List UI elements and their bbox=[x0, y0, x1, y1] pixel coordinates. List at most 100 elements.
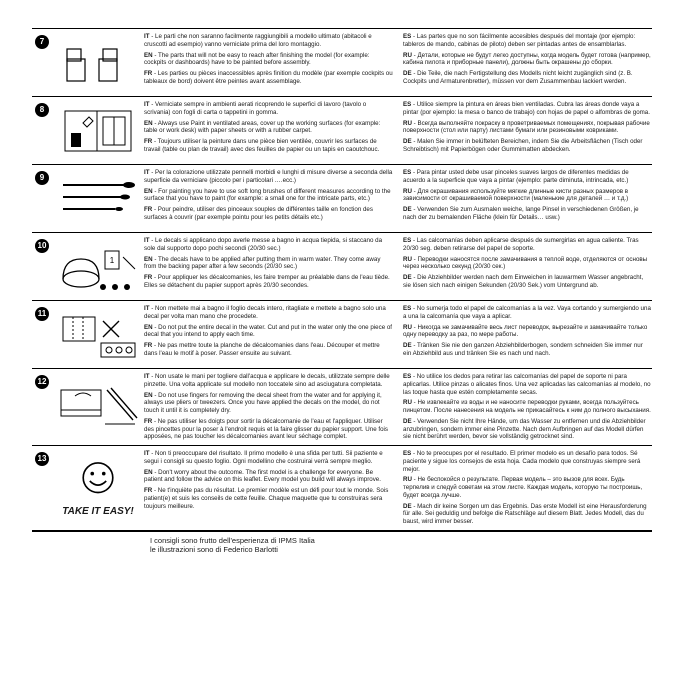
step-number: 7 bbox=[35, 35, 49, 49]
lang-block: EN - The decals have to be applied after… bbox=[144, 256, 393, 272]
text-columns: IT - Non usate le mani per togliere dall… bbox=[144, 373, 652, 442]
lang-label: ES bbox=[403, 33, 411, 40]
lang-block: DE - Verwenden Sie zum Ausmalen weiche, … bbox=[403, 206, 652, 222]
lang-label: EN bbox=[144, 324, 153, 331]
lang-block: IT - Non ti preoccupare del risultato. I… bbox=[144, 450, 393, 466]
lang-block: IT - Le decals si applicano dopo averle … bbox=[144, 237, 393, 253]
left-column: IT - Non mettete mai a bagno il foglio d… bbox=[144, 305, 393, 365]
lang-block: EN - The parts that will not be easy to … bbox=[144, 52, 393, 68]
lang-block: FR - Pour appliquer les décalcomanies, l… bbox=[144, 274, 393, 290]
lang-label: FR bbox=[144, 138, 152, 145]
lang-block: ES - No utilice los dedos para retirar l… bbox=[403, 373, 652, 396]
lang-text: Las calcomanías deben aplicarse después … bbox=[403, 237, 639, 252]
lang-label: ES bbox=[403, 169, 411, 176]
take-it-easy-tagline: TAKE IT EASY! bbox=[62, 506, 133, 519]
left-column: IT - Le parti che non saranno facilmente… bbox=[144, 33, 393, 93]
lang-text: Non mettete mai a bagno il foglio decals… bbox=[144, 305, 386, 320]
text-columns: IT - Le decals si applicano dopo averle … bbox=[144, 237, 652, 297]
lang-label: ES bbox=[403, 101, 411, 108]
lang-text: No utilice los dedos para retirar las ca… bbox=[403, 373, 651, 396]
lang-label: FR bbox=[144, 274, 152, 281]
instruction-section: 7 IT - Le parti che non saranno facilment… bbox=[32, 28, 652, 96]
lang-label: DE bbox=[403, 342, 412, 349]
lang-text: Ne t'inquiète pas du résultat. Le premie… bbox=[144, 487, 388, 510]
illustration-col bbox=[52, 305, 144, 365]
lang-text: Para pintar usted debe usar pinceles sua… bbox=[403, 169, 629, 184]
lang-block: ES - No sumerja todo el papel de calcoma… bbox=[403, 305, 652, 321]
lang-label: IT bbox=[144, 305, 150, 312]
lang-label: RU bbox=[403, 52, 412, 59]
lang-block: RU - Детали, которые не будут легко дост… bbox=[403, 52, 652, 68]
lang-block: IT - Le parti che non saranno facilmente… bbox=[144, 33, 393, 49]
lang-block: ES - No te preocupes por el resultado. E… bbox=[403, 450, 652, 473]
lang-text: Die Abziehbilder werden nach dem Einweic… bbox=[403, 274, 643, 289]
lang-block: DE - Malen Sie immer in belüfteten Berei… bbox=[403, 138, 652, 154]
lang-label: RU bbox=[403, 476, 412, 483]
lang-text: Не беспокойся о результате. Первая модел… bbox=[403, 476, 642, 499]
step-number: 8 bbox=[35, 103, 49, 117]
lang-label: IT bbox=[144, 33, 150, 40]
lang-text: Always use Paint in ventilated areas, co… bbox=[144, 120, 380, 135]
lang-block: DE - Mach dir keine Sorgen um das Ergebn… bbox=[403, 503, 652, 526]
lang-label: EN bbox=[144, 469, 153, 476]
lang-label: DE bbox=[403, 138, 412, 145]
lang-text: No sumerja todo el papel de calcomanías … bbox=[403, 305, 651, 320]
lang-label: ES bbox=[403, 237, 411, 244]
illustration-col: 1 bbox=[52, 237, 144, 297]
footer-credits: I consigli sono frutto dell'esperienza d… bbox=[32, 531, 652, 555]
lang-label: EN bbox=[144, 120, 153, 127]
lang-label: DE bbox=[403, 503, 412, 510]
lang-block: IT - Non usate le mani per togliere dall… bbox=[144, 373, 393, 389]
lang-text: No te preocupes por el resultado. El pri… bbox=[403, 450, 640, 473]
lang-block: DE - Die Abziehbilder werden nach dem Ei… bbox=[403, 274, 652, 290]
lang-text: Don't worry about the outcome. The first… bbox=[144, 469, 381, 484]
lang-label: ES bbox=[403, 450, 411, 457]
lang-text: Переводки наносятся после замачивания в … bbox=[403, 256, 647, 271]
step-number-col: 10 bbox=[32, 237, 52, 297]
lang-block: RU - Не беспокойся о результате. Первая … bbox=[403, 476, 652, 499]
lang-label: DE bbox=[403, 206, 412, 213]
lang-block: ES - Utilice siempre la pintura en áreas… bbox=[403, 101, 652, 117]
lang-label: EN bbox=[144, 188, 153, 195]
lang-text: Tränken Sie nie den ganzen Abziehbilderb… bbox=[403, 342, 643, 357]
lang-label: FR bbox=[144, 206, 152, 213]
text-columns: IT - Non mettete mai a bagno il foglio d… bbox=[144, 305, 652, 365]
lang-block: ES - Las partes que no son fácilmente ac… bbox=[403, 33, 652, 49]
lang-text: Verwenden Sie nicht Ihre Hände, um das W… bbox=[403, 418, 646, 441]
lang-text: Do not put the entire decal in the water… bbox=[144, 324, 392, 339]
lang-label: ES bbox=[403, 373, 411, 380]
lang-label: IT bbox=[144, 101, 150, 108]
lang-text: The decals have to be applied after putt… bbox=[144, 256, 380, 271]
lang-block: IT - Non mettete mai a bagno il foglio d… bbox=[144, 305, 393, 321]
lang-block: RU - Для окрашивания используйте мягкие … bbox=[403, 188, 652, 204]
right-column: ES - No te preocupes por el resultado. E… bbox=[403, 450, 652, 527]
lang-text: For painting you have to use soft long b… bbox=[144, 188, 391, 203]
lang-text: Verwenden Sie zum Ausmalen weiche, lange… bbox=[403, 206, 639, 221]
lang-block: RU - Переводки наносятся после замачиван… bbox=[403, 256, 652, 272]
lang-text: Non ti preoccupare del risultato. Il pri… bbox=[144, 450, 383, 465]
lang-label: IT bbox=[144, 450, 150, 457]
lang-block: FR - Toujours utiliser la peinture dans … bbox=[144, 138, 393, 154]
left-column: IT - Non usate le mani per togliere dall… bbox=[144, 373, 393, 442]
step-number-col: 12 bbox=[32, 373, 52, 442]
lang-text: Toujours utiliser la peinture dans une p… bbox=[144, 138, 379, 153]
lang-text: Die Teile, die nach Fertigstellung des M… bbox=[403, 70, 633, 85]
lang-text: Pour peindre, utiliser des pinceaux soup… bbox=[144, 206, 373, 221]
illustration-col: TAKE IT EASY! bbox=[52, 450, 144, 527]
lang-text: Ne pas mettre toute la planche de décalc… bbox=[144, 342, 380, 357]
left-column: IT - Non ti preoccupare del risultato. I… bbox=[144, 450, 393, 527]
svg-text:1: 1 bbox=[110, 256, 115, 265]
lang-block: IT - Verniciate sempre in ambienti aerat… bbox=[144, 101, 393, 117]
lang-block: RU - Всегда выполняйте покраску в провет… bbox=[403, 120, 652, 136]
step-number-col: 8 bbox=[32, 101, 52, 161]
right-column: ES - No sumerja todo el papel de calcoma… bbox=[403, 305, 652, 365]
lang-block: FR - Les parties ou pièces inaccessibles… bbox=[144, 70, 393, 86]
lang-block: ES - Para pintar usted debe usar pincele… bbox=[403, 169, 652, 185]
step-number: 13 bbox=[35, 452, 49, 466]
left-column: IT - Le decals si applicano dopo averle … bbox=[144, 237, 393, 297]
illustration-col bbox=[52, 33, 144, 93]
lang-text: Las partes que no son fácilmente accesib… bbox=[403, 33, 635, 48]
lang-text: Utilice siempre la pintura en áreas bien… bbox=[403, 101, 650, 116]
illustration-col bbox=[52, 101, 144, 161]
instruction-section: 9IT - Per la colorazione utilizzate penn… bbox=[32, 164, 652, 232]
